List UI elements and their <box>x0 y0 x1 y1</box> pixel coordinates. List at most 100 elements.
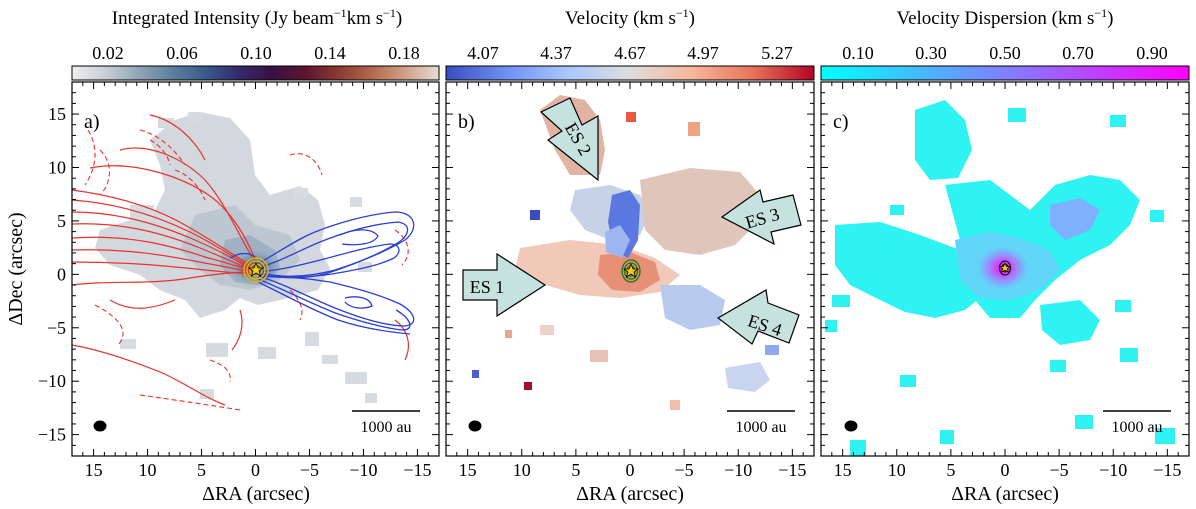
x-tick-label: 15 <box>834 460 852 480</box>
colorbar-b-tick: 4.37 <box>540 43 572 63</box>
x-tick-label: −5 <box>1050 460 1069 480</box>
axis-ticks-a <box>72 82 439 456</box>
beam-a <box>93 420 107 432</box>
colorbar-b-tick: 4.97 <box>687 43 719 63</box>
x-tick-label: −15 <box>1153 460 1181 480</box>
colorbar-a-tick: 0.14 <box>314 43 346 63</box>
xlabel-c: ΔRA (arcsec) <box>951 483 1059 505</box>
arrow-es4: ES 4 <box>716 289 800 345</box>
xlabel-a: ΔRA (arcsec) <box>202 483 310 505</box>
x-tick-label: 15 <box>85 460 103 480</box>
x-tick-label: 0 <box>1001 460 1010 480</box>
colorbar-a-tick: 0.10 <box>240 43 272 63</box>
panel-b: Velocity (km s−1) 4.07 4.37 4.67 4.97 5.… <box>445 6 815 505</box>
y-tick-label: 0 <box>57 264 66 284</box>
colorbar-b-tick: 4.07 <box>467 43 499 63</box>
scalebar-c: 1000 au <box>1103 410 1171 436</box>
y-tick-label: 15 <box>48 104 66 124</box>
x-tick-label: −5 <box>675 460 694 480</box>
protostar-star-icon <box>998 262 1012 273</box>
colorbar-b-tick: 5.27 <box>761 43 793 63</box>
colorbar-c-tick: 0.10 <box>842 43 874 63</box>
colorbar-a-tick: 0.02 <box>92 43 124 63</box>
dispersion-region <box>1050 198 1100 240</box>
arrow-es2: ES 2 <box>539 97 599 182</box>
colorbar-c-title: Velocity Dispersion (km s−1) <box>896 6 1113 29</box>
x-tick-label: 10 <box>513 460 531 480</box>
x-tick-label: 5 <box>946 460 955 480</box>
y-tick-label: 10 <box>48 157 66 177</box>
red-contours <box>72 114 409 406</box>
scalebar-b: 1000 au <box>727 410 795 436</box>
colorbar-a <box>71 65 440 81</box>
x-tick-label: −5 <box>300 460 319 480</box>
axis-ticks-b <box>446 82 814 456</box>
x-tick-label: −10 <box>349 460 377 480</box>
protostar-star-icon <box>622 262 640 278</box>
emission-patches <box>120 112 377 403</box>
x-tick-label: 5 <box>197 460 206 480</box>
colorbar-b <box>445 65 815 81</box>
x-tick-label: 15 <box>459 460 477 480</box>
colorbar-c-tick: 0.90 <box>1136 43 1168 63</box>
axis-ticks-c <box>821 82 1189 456</box>
colorbar-b-title: Velocity (km s−1) <box>565 6 695 29</box>
dispersion-region <box>835 222 1000 318</box>
beam-c <box>844 420 858 432</box>
colorbar-c-tick: 0.50 <box>989 43 1021 63</box>
x-tick-label: 0 <box>626 460 635 480</box>
protostar-star-icon <box>247 261 265 277</box>
colorbar-a-title: Integrated Intensity (Jy beam−1km s−1) <box>112 6 402 29</box>
colorbar-b-ticklabels: 4.07 4.37 4.67 4.97 5.27 <box>467 43 793 63</box>
x-tick-label: 10 <box>888 460 906 480</box>
scalebar-b-label: 1000 au <box>735 419 786 436</box>
panel-a: Integrated Intensity (Jy beam−1km s−1) 0… <box>5 6 440 505</box>
dispersion-region <box>1040 300 1100 345</box>
x-tick-label: −15 <box>778 460 806 480</box>
arrow-es3: ES 3 <box>720 189 802 246</box>
y-tick-label: −5 <box>47 318 66 338</box>
arrow-es1-label: ES 1 <box>470 277 505 297</box>
scalebar-c-label: 1000 au <box>1111 419 1162 436</box>
colorbar-a-ticklabels: 0.02 0.06 0.10 0.14 0.18 <box>92 43 420 63</box>
dispersion-patches <box>825 108 1175 456</box>
y-tick-label: −15 <box>38 425 66 445</box>
red-dashed-contours <box>84 129 409 411</box>
colorbar-c-tick: 0.70 <box>1062 43 1094 63</box>
panel-label-c: c) <box>833 111 849 133</box>
arrow-es1: ES 1 <box>462 252 547 318</box>
velocity-patches <box>472 112 796 410</box>
scalebar-a-label: 1000 au <box>360 419 411 436</box>
scalebar-a: 1000 au <box>352 410 420 436</box>
ylabel-a: ΔDec (arcsec) <box>5 212 27 325</box>
panel-label-a: a) <box>84 111 100 133</box>
colorbar-c <box>820 65 1190 81</box>
dispersion-map <box>825 100 1175 456</box>
panel-c: Velocity Dispersion (km s−1) 0.10 0.30 0… <box>820 6 1190 505</box>
velocity-region <box>660 285 725 330</box>
colorbar-c-tick: 0.30 <box>915 43 947 63</box>
x-tick-label: −15 <box>403 460 431 480</box>
dispersion-region <box>915 100 972 180</box>
colorbar-a-tick: 0.18 <box>388 43 420 63</box>
x-tick-label: 0 <box>251 460 260 480</box>
beam-b <box>468 420 482 432</box>
x-tick-label: 5 <box>571 460 580 480</box>
velocity-region <box>640 168 760 255</box>
y-tick-label: 5 <box>57 211 66 231</box>
velocity-region <box>725 362 770 392</box>
colorbar-c-ticklabels: 0.10 0.30 0.50 0.70 0.90 <box>842 43 1168 63</box>
panel-label-b: b) <box>458 111 475 133</box>
intensity-map <box>72 112 415 411</box>
velocity-region <box>605 225 630 258</box>
blue-contours <box>229 211 415 335</box>
x-tick-label: −10 <box>724 460 752 480</box>
colorbar-a-tick: 0.06 <box>166 43 198 63</box>
velocity-map: ES 1 ES 2 ES 3 ES 4 <box>462 95 802 410</box>
x-tick-label: −10 <box>1099 460 1127 480</box>
x-tick-label: 10 <box>139 460 157 480</box>
y-tick-label: −10 <box>38 371 66 391</box>
colorbar-b-tick: 4.67 <box>614 43 646 63</box>
xlabel-b: ΔRA (arcsec) <box>576 483 684 505</box>
